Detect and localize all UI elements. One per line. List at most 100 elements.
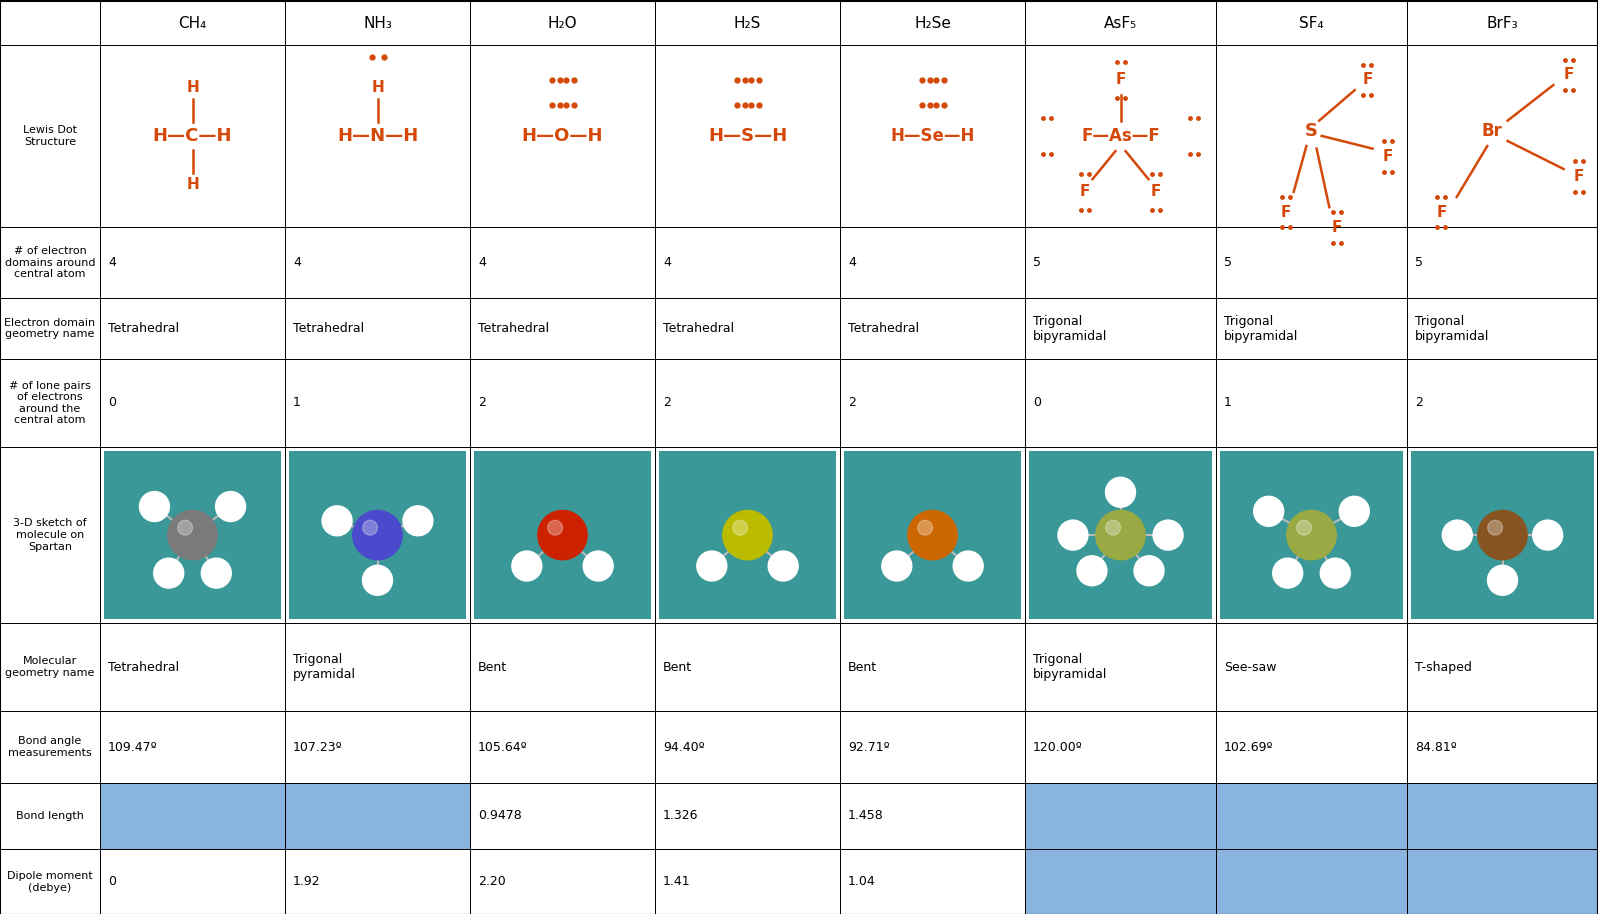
- Bar: [841, 447, 1024, 623]
- Circle shape: [1449, 527, 1457, 535]
- Circle shape: [1066, 527, 1072, 535]
- Bar: [1216, 849, 1406, 914]
- Text: # of electron
domains around
central atom: # of electron domains around central ato…: [5, 246, 96, 279]
- Text: 4: 4: [663, 256, 671, 269]
- Circle shape: [1096, 510, 1146, 559]
- Bar: [1216, 1, 1406, 45]
- Text: Trigonal
bipyramidal: Trigonal bipyramidal: [1032, 314, 1107, 343]
- Bar: [1024, 1, 1216, 45]
- Text: H: H: [185, 176, 198, 192]
- Circle shape: [960, 558, 968, 566]
- Bar: [0, 711, 101, 783]
- Bar: [0, 447, 101, 623]
- Bar: [1406, 849, 1598, 914]
- Text: F: F: [1115, 72, 1125, 88]
- Circle shape: [161, 566, 169, 573]
- Circle shape: [1280, 566, 1288, 573]
- Text: 4: 4: [292, 256, 300, 269]
- Text: F: F: [1282, 205, 1291, 219]
- Text: Tetrahedral: Tetrahedral: [109, 661, 179, 674]
- Bar: [1406, 1, 1598, 45]
- Circle shape: [411, 514, 419, 521]
- Text: F—As—F: F—As—F: [1082, 127, 1160, 145]
- Text: CH₄: CH₄: [179, 16, 206, 30]
- Bar: [1216, 623, 1406, 711]
- Bar: [1024, 45, 1216, 227]
- Bar: [1406, 227, 1598, 298]
- Circle shape: [511, 551, 542, 581]
- Bar: [1406, 45, 1598, 227]
- Text: SF₄: SF₄: [1299, 16, 1323, 30]
- Text: 2: 2: [1414, 397, 1422, 409]
- Text: 2: 2: [849, 397, 857, 409]
- Circle shape: [733, 520, 748, 535]
- Text: F: F: [1382, 149, 1393, 164]
- Bar: [470, 359, 655, 447]
- Bar: [1406, 359, 1598, 447]
- Bar: [841, 711, 1024, 783]
- Circle shape: [1261, 504, 1269, 511]
- Text: F: F: [1331, 220, 1342, 235]
- Circle shape: [201, 558, 232, 588]
- Bar: [841, 1, 1024, 45]
- Bar: [101, 298, 284, 359]
- Circle shape: [168, 510, 217, 559]
- Bar: [284, 447, 470, 623]
- Text: F: F: [1151, 185, 1162, 199]
- Circle shape: [1254, 496, 1283, 526]
- Text: Molecular
geometry name: Molecular geometry name: [5, 656, 94, 678]
- Circle shape: [153, 558, 184, 588]
- Text: 92.71º: 92.71º: [849, 740, 890, 753]
- Text: 5: 5: [1032, 256, 1040, 269]
- Bar: [470, 447, 655, 623]
- Bar: [101, 783, 284, 849]
- Text: T-shaped: T-shaped: [1414, 661, 1472, 674]
- Text: Trigonal
bipyramidal: Trigonal bipyramidal: [1032, 654, 1107, 681]
- Text: 109.47º: 109.47º: [109, 740, 158, 753]
- Bar: [101, 45, 284, 227]
- Text: Trigonal
bipyramidal: Trigonal bipyramidal: [1224, 314, 1298, 343]
- Bar: [284, 711, 470, 783]
- Bar: [1024, 298, 1216, 359]
- Text: 102.69º: 102.69º: [1224, 740, 1274, 753]
- Circle shape: [769, 551, 797, 581]
- Bar: [284, 849, 470, 914]
- Bar: [1406, 447, 1598, 623]
- Text: F: F: [1574, 169, 1584, 184]
- Bar: [0, 623, 101, 711]
- Circle shape: [1347, 504, 1355, 511]
- Circle shape: [1114, 484, 1120, 493]
- Text: 94.40º: 94.40º: [663, 740, 705, 753]
- Circle shape: [1286, 510, 1336, 559]
- Circle shape: [1328, 566, 1336, 573]
- Bar: [841, 849, 1024, 914]
- Circle shape: [908, 510, 957, 559]
- Text: Bond angle
measurements: Bond angle measurements: [8, 737, 91, 758]
- Bar: [1024, 783, 1216, 849]
- Circle shape: [1141, 563, 1149, 570]
- Circle shape: [591, 558, 598, 566]
- Text: H: H: [371, 80, 384, 95]
- Bar: [1216, 447, 1406, 623]
- Bar: [655, 1, 841, 45]
- Text: 1.04: 1.04: [849, 876, 876, 888]
- Bar: [655, 447, 841, 623]
- Bar: [284, 623, 470, 711]
- Bar: [1216, 227, 1406, 298]
- Text: Trigonal
bipyramidal: Trigonal bipyramidal: [1414, 314, 1489, 343]
- Bar: [1216, 298, 1406, 359]
- Bar: [470, 227, 655, 298]
- Text: 5: 5: [1224, 256, 1232, 269]
- Circle shape: [519, 558, 527, 566]
- Circle shape: [1296, 520, 1312, 535]
- Bar: [655, 849, 841, 914]
- Circle shape: [1488, 565, 1518, 595]
- Bar: [1406, 623, 1598, 711]
- Bar: [1024, 711, 1216, 783]
- Circle shape: [1339, 496, 1369, 526]
- Circle shape: [722, 510, 772, 559]
- Bar: [1024, 227, 1216, 298]
- Bar: [284, 227, 470, 298]
- Bar: [289, 451, 467, 619]
- Circle shape: [1496, 573, 1502, 580]
